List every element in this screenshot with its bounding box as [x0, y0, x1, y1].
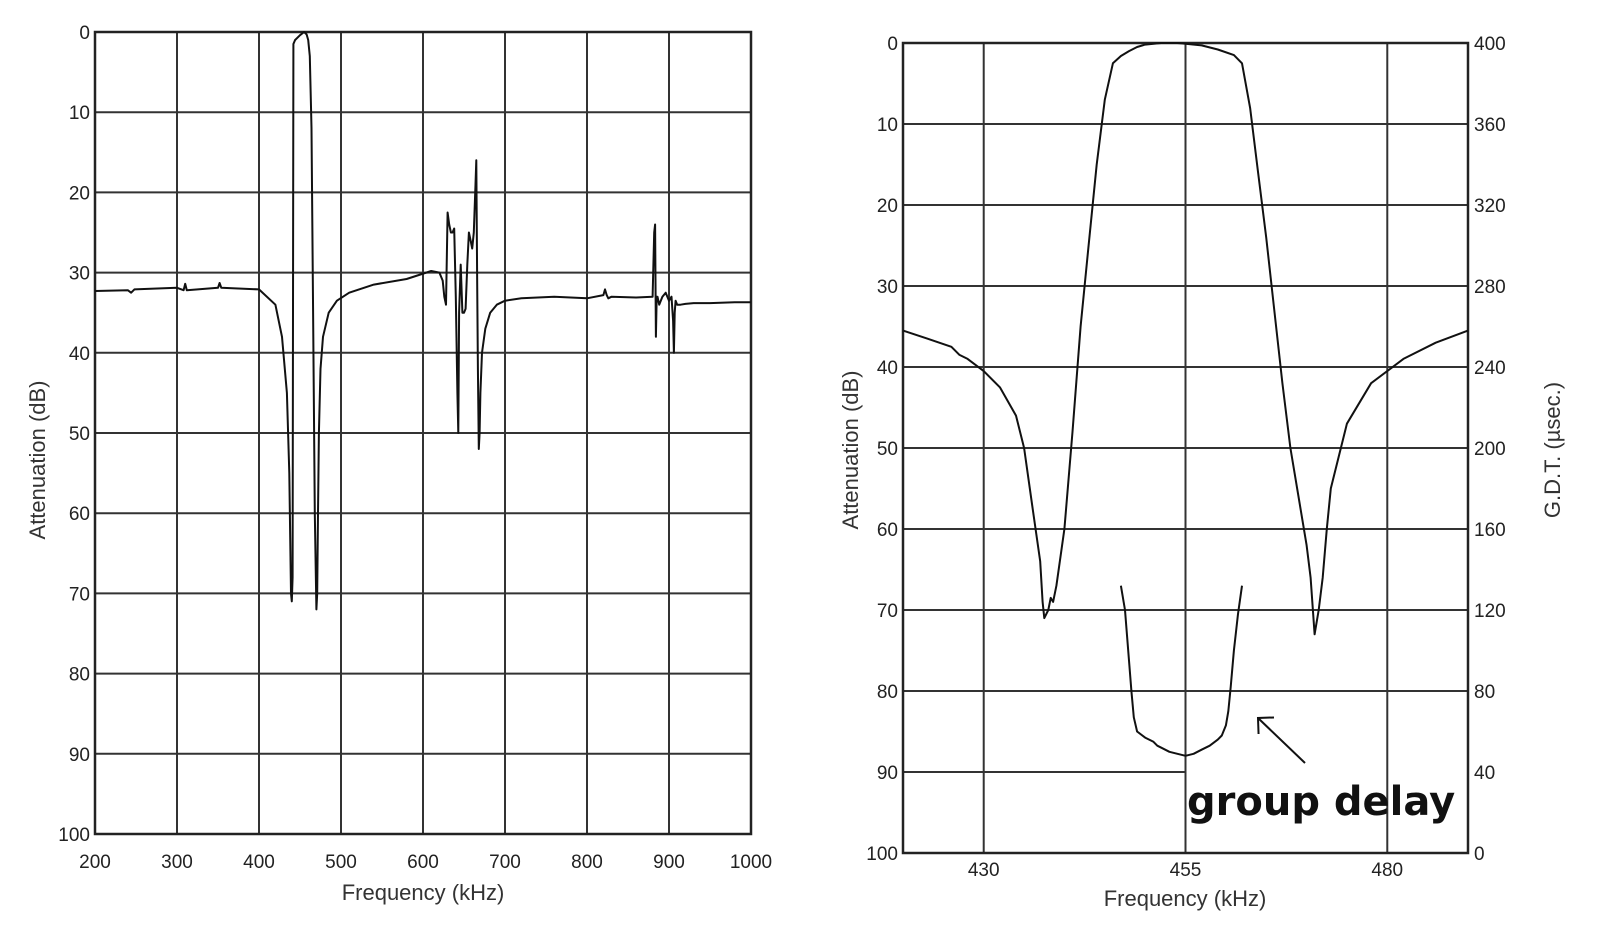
right-y-tick-label: 30 [877, 277, 898, 298]
right-y2-tick-label: 400 [1474, 34, 1506, 55]
left-y-tick-label: 40 [69, 344, 90, 365]
right-y-tick-label: 90 [877, 763, 898, 784]
left-x-tick-label: 900 [653, 852, 685, 873]
right-grid [903, 42, 1468, 854]
left-chart: 200 300 400 500 600 700 800 900 1000 0 10 20 30 40 50… [25, 23, 772, 905]
left-x-tick-labels: 200 300 400 500 600 700 800 900 1000 [79, 852, 772, 873]
right-y-tick-label: 100 [866, 844, 898, 865]
right-y-tick-label: 50 [877, 439, 898, 460]
left-y-tick-label: 90 [69, 745, 90, 766]
right-x-tick-label: 455 [1170, 860, 1202, 881]
right-y2-tick-label: 160 [1474, 520, 1506, 541]
right-y-axis-label: Attenuation (dB) [838, 371, 863, 530]
left-y-tick-label: 70 [69, 584, 90, 605]
left-x-tick-label: 300 [161, 852, 193, 873]
right-x-tick-label: 480 [1371, 860, 1403, 881]
right-y2-tick-label: 80 [1474, 682, 1495, 703]
right-y2-tick-label: 40 [1474, 763, 1495, 784]
group-delay-annotation: group delay [1187, 779, 1455, 825]
left-x-tick-label: 1000 [730, 852, 772, 873]
right-y-tick-label: 20 [877, 196, 898, 217]
right-y2-tick-label: 0 [1474, 844, 1485, 865]
left-y-tick-label: 60 [69, 504, 90, 525]
left-x-axis-label: Frequency (kHz) [342, 880, 505, 905]
right-y-tick-label: 80 [877, 682, 898, 703]
right-x-tick-labels: 430 455 480 [968, 860, 1403, 881]
right-y-tick-label: 0 [887, 34, 898, 55]
right-attenuation-line [902, 42, 1469, 636]
left-y-tick-labels: 0 10 20 30 40 50 60 70 80 90 100 [58, 23, 90, 846]
right-y2-tick-label: 240 [1474, 358, 1506, 379]
annotation-arrow-shaft [1257, 717, 1306, 764]
left-attenuation-line [94, 31, 751, 611]
right-y2-axis-label: G.D.T. (µsec.) [1540, 382, 1565, 518]
left-x-tick-label: 200 [79, 852, 111, 873]
left-x-tick-label: 800 [571, 852, 603, 873]
left-y-tick-label: 20 [69, 183, 90, 204]
right-y2-tick-label: 200 [1474, 439, 1506, 460]
left-plot-frame [93, 30, 753, 836]
left-y-tick-label: 0 [79, 23, 90, 44]
left-x-tick-label: 600 [407, 852, 439, 873]
right-y-tick-labels: 0 10 20 30 40 50 60 70 80 90 100 [866, 34, 898, 865]
right-x-axis-label: Frequency (kHz) [1104, 886, 1267, 911]
right-y2-tick-label: 320 [1474, 196, 1506, 217]
right-y-tick-label: 70 [877, 601, 898, 622]
right-y2-tick-label: 120 [1474, 601, 1506, 622]
left-y-tick-label: 30 [69, 264, 90, 285]
right-x-tick-label: 430 [968, 860, 1000, 881]
right-y2-tick-label: 360 [1474, 115, 1506, 136]
left-y-tick-label: 10 [69, 103, 90, 124]
left-y-axis-label: Attenuation (dB) [25, 381, 50, 540]
right-y-tick-label: 10 [877, 115, 898, 136]
right-y-tick-label: 60 [877, 520, 898, 541]
right-y2-tick-label: 280 [1474, 277, 1506, 298]
left-y-tick-label: 100 [58, 825, 90, 846]
left-x-tick-label: 700 [489, 852, 521, 873]
left-y-tick-label: 80 [69, 665, 90, 686]
group-delay-line [1119, 585, 1243, 757]
right-y-tick-label: 40 [877, 358, 898, 379]
left-y-tick-label: 50 [69, 424, 90, 445]
left-grid [94, 31, 752, 835]
annotation-arrow-head [1256, 716, 1275, 735]
left-x-tick-label: 500 [325, 852, 357, 873]
left-x-tick-label: 400 [243, 852, 275, 873]
